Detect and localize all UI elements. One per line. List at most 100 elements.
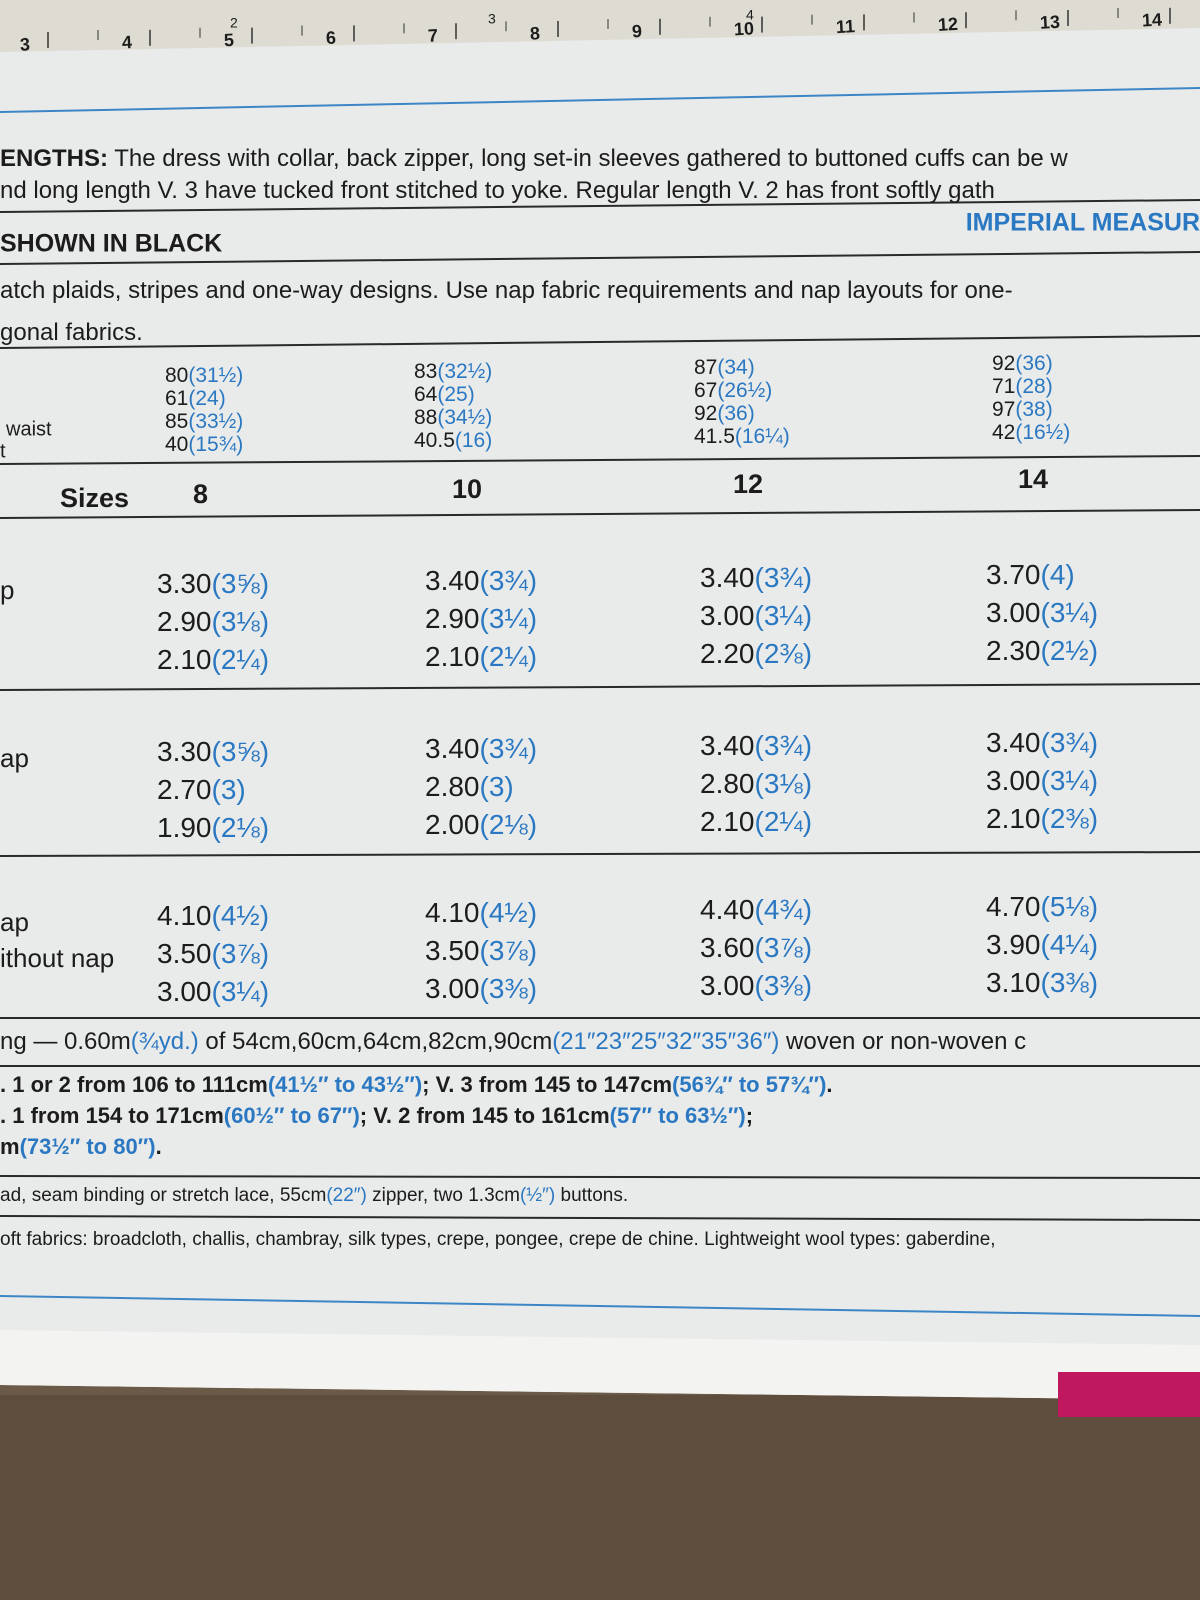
metric-value: 67 (694, 379, 717, 402)
imperial-value: (2¼) (480, 641, 538, 672)
imperial-value: (3¾) (480, 565, 538, 596)
imperial-value: (2⅜) (1041, 803, 1099, 834)
blue-rule (0, 87, 1200, 113)
ruler-label: 7 (427, 25, 438, 45)
size-value: 10 (452, 474, 482, 504)
imperial-value: (2½) (1041, 635, 1099, 666)
yardage-value: 2.80(3) (425, 771, 514, 802)
imperial-value: (2⅛) (480, 809, 538, 840)
measure-label: waist (5, 418, 52, 440)
body-measure: 88(34½) (414, 406, 492, 429)
text-segment: (½″) (520, 1185, 555, 1206)
ruler-label: 13 (1039, 12, 1060, 33)
ruler-label: 8 (529, 23, 540, 43)
text-segment: . 1 from 154 to 171cm (0, 1103, 224, 1128)
ruler-strip (0, 0, 1200, 52)
imperial-value: (2⅜) (755, 638, 813, 669)
metric-value: 64 (414, 383, 438, 406)
imperial-value: (3⅜) (1041, 967, 1099, 998)
imperial-value: (34) (717, 356, 754, 379)
imperial-value: (4¼) (1041, 929, 1099, 960)
body-measure: 41.5(16¼) (694, 425, 790, 448)
body-measure: 83(32½) (414, 360, 492, 383)
body-measure: 80(31½) (165, 364, 243, 387)
metric-value: 92 (992, 352, 1015, 375)
yardage-value: 3.60(3⅞) (700, 932, 812, 963)
metric-value: 3.40 (425, 733, 480, 764)
yardage-value: 3.10(3⅜) (986, 967, 1098, 998)
text-segment: (21″23″25″32″35″36″) (552, 1028, 779, 1055)
paper (0, 0, 1200, 1400)
rule (0, 1215, 1200, 1221)
ruler-small-label: 3 (488, 11, 496, 27)
body-measure: 40(15¾) (165, 433, 243, 456)
rule (0, 335, 1200, 349)
imperial-value: (16½) (1015, 421, 1070, 444)
metric-value: 2.90 (157, 606, 212, 637)
metric-value: 92 (694, 402, 717, 425)
yardage-value: 3.00(3¼) (986, 597, 1098, 628)
body-measure: 92(36) (992, 352, 1053, 375)
metric-value: 2.80 (425, 771, 480, 802)
rule (0, 683, 1200, 691)
metric-value: 3.60 (700, 932, 755, 963)
yardage-value: 2.80(3⅛) (700, 768, 812, 799)
imperial-value: (4) (1041, 559, 1075, 590)
sizes-label: Sizes (60, 483, 129, 513)
yardage-value: 2.10(2¼) (700, 806, 812, 837)
metric-value: 4.10 (425, 897, 480, 928)
ruler-label: 6 (325, 28, 336, 48)
metric-value: 42 (992, 421, 1015, 444)
yardage-value: 3.50(3⅞) (425, 935, 537, 966)
imperial-value: (3¾) (1041, 727, 1099, 758)
metric-value: 83 (414, 360, 437, 383)
text-segment: zipper, two 1.3cm (367, 1185, 520, 1206)
yardage-value: 3.30(3⅝) (157, 736, 269, 767)
imperial-value: (3⅛) (212, 606, 270, 637)
body-measure: 61(24) (165, 387, 226, 410)
imperial-value: (3¼) (480, 603, 538, 634)
metric-value: 3.40 (425, 565, 480, 596)
metric-value: 2.10 (986, 803, 1041, 834)
interfacing-line: ng — 0.60m(¾yd.) of 54cm,60cm,64cm,82cm,… (0, 1028, 1026, 1055)
imperial-value: (33½) (188, 410, 243, 433)
text-segment: ENGTHS: (0, 145, 108, 172)
metric-value: 3.00 (425, 973, 480, 1004)
yardage-value: 3.30(3⅝) (157, 568, 269, 599)
yardage-value: 3.00(3¼) (986, 765, 1098, 796)
imperial-value: (24) (188, 387, 225, 410)
metric-value: 3.50 (425, 935, 480, 966)
imperial-value: (31½) (188, 364, 243, 387)
rule (0, 251, 1200, 265)
description-line: ENGTHS: The dress with collar, back zipp… (0, 145, 1068, 172)
imperial-value: (32½) (437, 360, 492, 383)
yardage-value: 3.40(3¾) (986, 727, 1098, 758)
yardage-value: 3.40(3¾) (425, 733, 537, 764)
metric-value: 3.30 (157, 736, 212, 767)
imperial-value: (3¾) (755, 730, 813, 761)
metric-value: 3.70 (986, 559, 1041, 590)
ruler-label: 12 (937, 14, 958, 35)
imperial-value: (2⅛) (212, 812, 270, 843)
imperial-value: (4½) (212, 900, 270, 931)
ruler-label: 14 (1141, 10, 1162, 31)
imperial-value: (3) (480, 771, 514, 802)
size-value: 8 (193, 479, 208, 509)
imperial-value: (3¼) (1041, 597, 1099, 628)
text-segment: . (156, 1134, 162, 1159)
yardage-value: 3.00(3⅜) (700, 970, 812, 1001)
imperial-value: (3¾) (480, 733, 538, 764)
metric-value: 3.00 (157, 976, 212, 1007)
yardage-label: p (0, 575, 14, 605)
imperial-value: (28) (1015, 375, 1052, 398)
imperial-value: (4¾) (755, 894, 813, 925)
yardage-value: 3.70(4) (986, 559, 1075, 590)
imperial-value: (3¼) (212, 976, 270, 1007)
metric-value: 3.90 (986, 929, 1041, 960)
text-segment: woven or non-woven c (779, 1028, 1026, 1055)
text-segment: oft fabrics: broadcloth, challis, chambr… (0, 1229, 996, 1250)
metric-value: 2.10 (157, 644, 212, 675)
metric-value: 87 (694, 356, 717, 379)
size-value: 14 (1018, 464, 1048, 494)
text-segment: ; V. 3 from 145 to 147cm (422, 1072, 672, 1097)
